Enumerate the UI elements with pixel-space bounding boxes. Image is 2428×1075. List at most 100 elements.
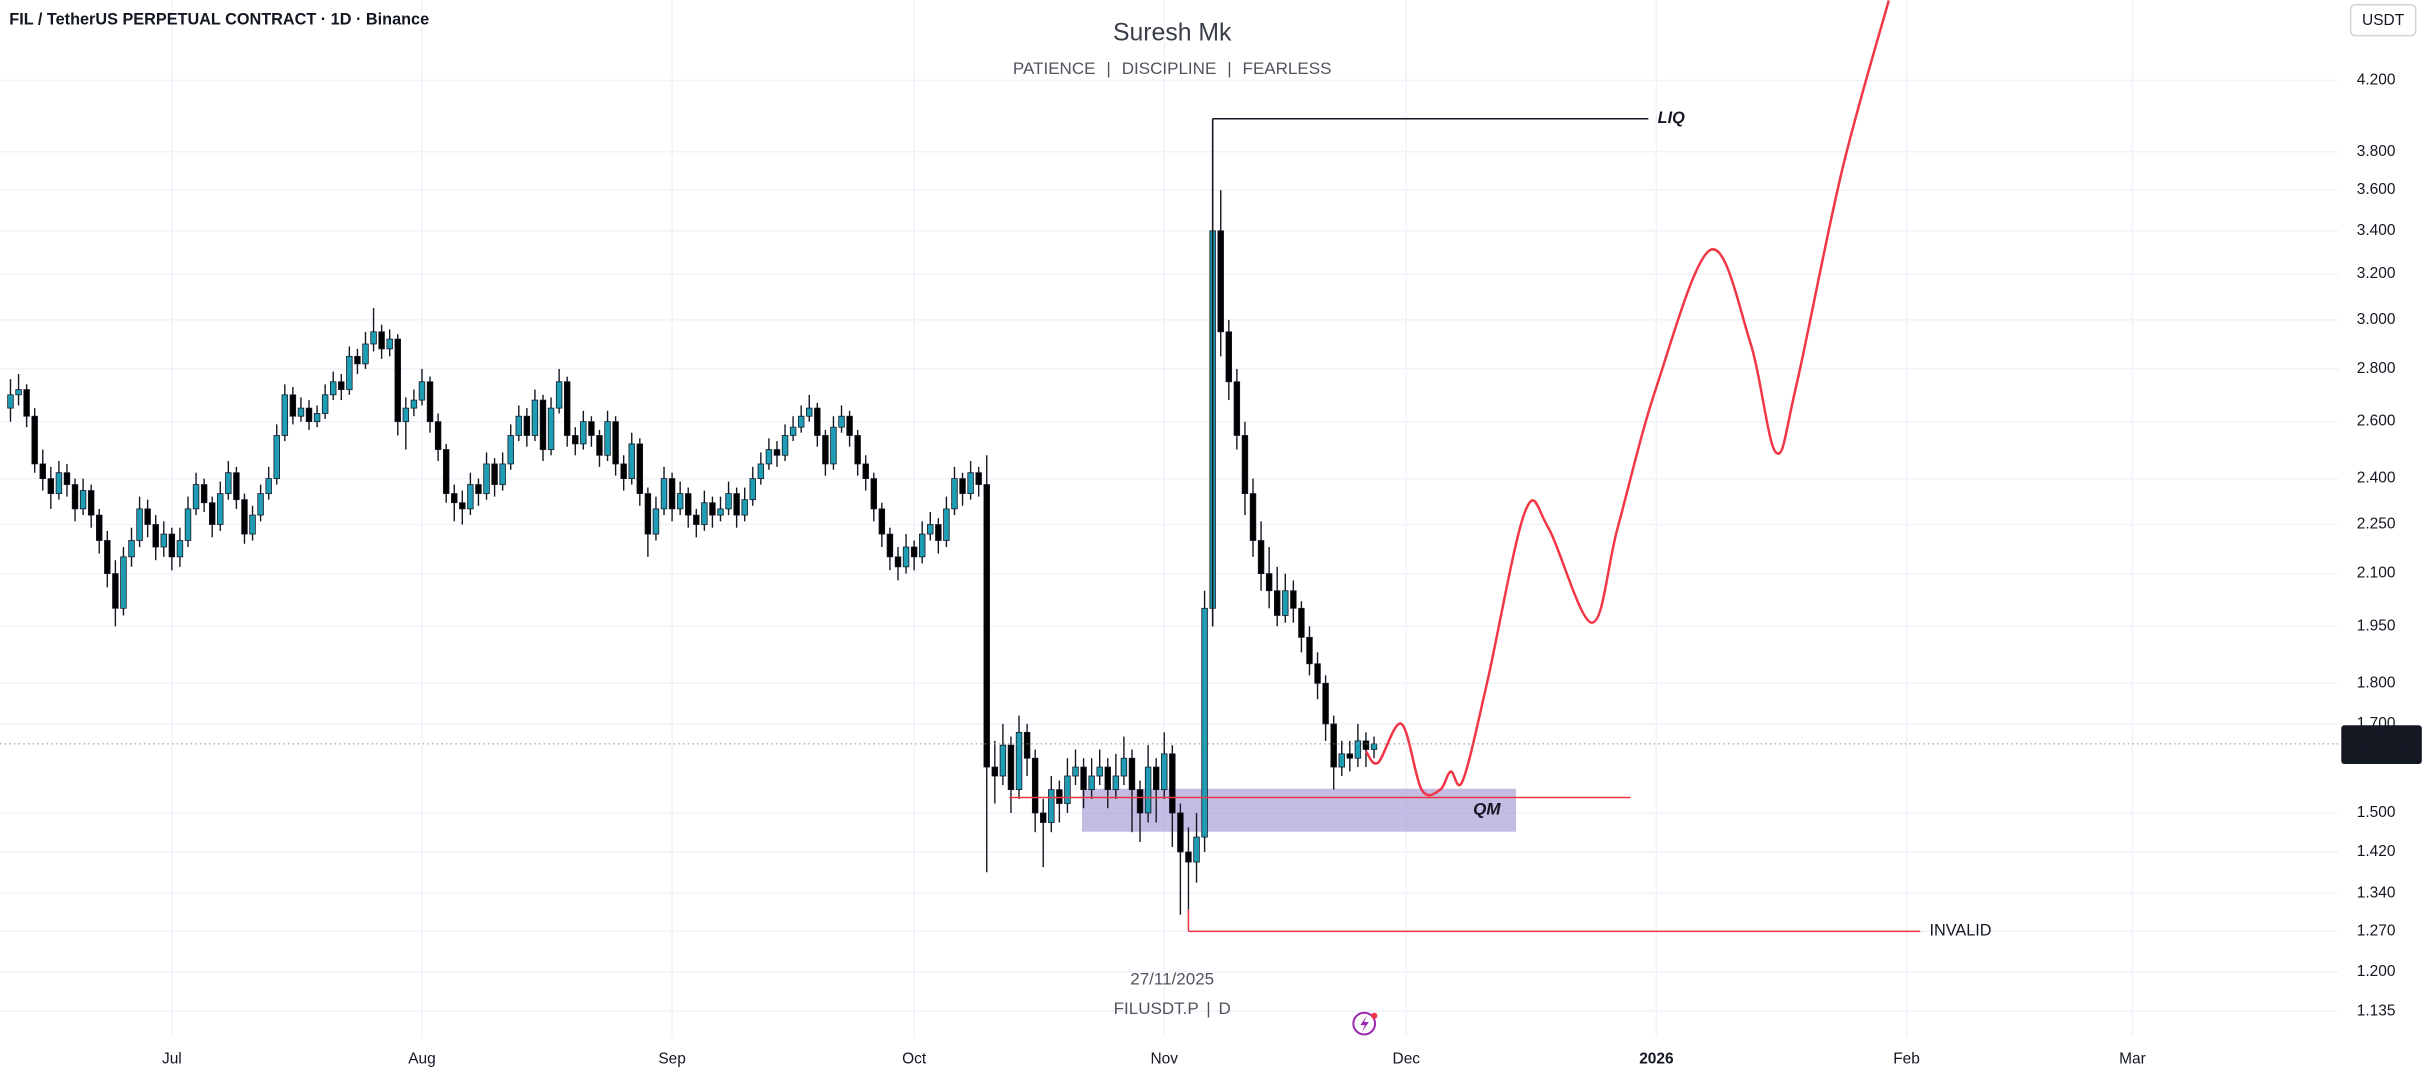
candle-body	[1072, 766, 1079, 777]
candle-body	[418, 381, 426, 401]
candle-body	[1233, 381, 1241, 436]
candle-body	[1217, 230, 1224, 333]
alert-icon-ring[interactable]	[1352, 1011, 1377, 1036]
candle-body	[539, 399, 547, 450]
y-tick-label: 1.135	[2357, 1002, 2396, 1019]
candle-body	[305, 407, 313, 423]
candle-body	[281, 394, 289, 436]
candle-body	[1185, 851, 1192, 863]
candle-body	[1136, 789, 1144, 814]
candle-body	[426, 381, 434, 423]
candle-body	[1048, 789, 1055, 823]
candle-body	[1290, 590, 1297, 609]
candle-body	[741, 499, 748, 516]
candle-body	[749, 478, 756, 501]
currency-button[interactable]: USDT	[2349, 3, 2417, 37]
candle-body	[1257, 540, 1265, 574]
candle-body	[999, 744, 1007, 777]
candle-body	[1144, 766, 1152, 814]
candle-body	[87, 490, 95, 516]
candle-body	[136, 508, 143, 541]
candle-body	[200, 484, 208, 504]
y-tick-label: 2.400	[2357, 470, 2396, 487]
candle-body	[192, 484, 200, 510]
candle-body	[676, 493, 684, 510]
candle-body	[620, 463, 627, 479]
candle-body	[854, 435, 861, 465]
candle-body	[63, 472, 71, 485]
candle-body	[378, 331, 385, 350]
x-tick-label: Sep	[658, 1050, 686, 1067]
y-tick-label: 1.340	[2357, 884, 2396, 901]
candle-body	[1096, 766, 1103, 777]
candle-body	[330, 381, 337, 396]
alert-icon[interactable]	[1352, 1011, 1378, 1036]
candle-body	[1370, 743, 1378, 750]
candle-body	[1161, 753, 1168, 791]
candle-body	[951, 478, 958, 510]
candle-body	[297, 407, 305, 417]
countdown-label: 07:27:01	[2357, 744, 2417, 761]
y-tick-label: 1.420	[2357, 843, 2396, 860]
alert-icon-bolt[interactable]	[1360, 1015, 1369, 1033]
candle-body	[709, 502, 716, 516]
candle-body	[7, 394, 14, 409]
candle-body	[862, 463, 869, 479]
candle-body	[467, 484, 474, 510]
x-tick-label: Mar	[2119, 1050, 2146, 1067]
candle-body	[1241, 435, 1249, 494]
y-tick-label: 3.800	[2357, 143, 2396, 160]
candle-body	[757, 463, 765, 479]
candle-body	[144, 508, 151, 525]
currency-button-label[interactable]: USDT	[2362, 12, 2405, 29]
candle-body	[572, 435, 579, 445]
candle-body	[1362, 740, 1370, 750]
candle-body	[789, 426, 797, 436]
candle-body	[249, 514, 256, 535]
candle-body	[693, 514, 700, 525]
x-tick-label: Aug	[408, 1050, 436, 1067]
candle-body	[523, 415, 531, 436]
candle-body	[773, 449, 781, 456]
candle-body	[55, 472, 63, 494]
candle-body	[23, 389, 30, 417]
x-tick-label: Oct	[902, 1050, 927, 1067]
watermark-name: Suresh Mk	[1113, 20, 1232, 47]
candle-body	[918, 533, 926, 558]
zone	[1081, 788, 1517, 832]
candle-body	[39, 463, 46, 479]
watermark-symbol: FILUSDT.P | D	[1114, 999, 1231, 1018]
candle-body	[394, 338, 401, 423]
candle-body	[15, 389, 22, 396]
y-tick-label: 1.500	[2357, 804, 2396, 821]
candle-body	[1120, 757, 1128, 777]
candle-body	[943, 508, 950, 541]
last-price-box	[2341, 725, 2422, 765]
candle-body	[184, 508, 192, 541]
candle-body	[1080, 766, 1087, 791]
alert-icon-dot[interactable]	[1371, 1012, 1378, 1019]
candle-body	[1023, 731, 1031, 759]
y-tick-label: 3.600	[2357, 181, 2396, 198]
candle-body	[1322, 682, 1329, 725]
candle-body	[1112, 775, 1120, 791]
candle-body	[733, 493, 740, 516]
candle-body	[717, 508, 724, 516]
candle-body	[370, 331, 377, 345]
candle-body	[208, 502, 216, 525]
candle-body	[959, 478, 966, 494]
y-tick-label: 2.250	[2357, 516, 2396, 533]
currency-button-box[interactable]	[2349, 3, 2417, 37]
y-tick-label: 2.100	[2357, 565, 2396, 582]
candle-body	[1031, 757, 1039, 814]
candle-body	[628, 443, 635, 479]
candle-body	[660, 478, 668, 510]
level-label: INVALID	[1930, 922, 1992, 940]
candle-body	[652, 508, 660, 535]
candle-body	[1282, 590, 1289, 616]
candle-body	[588, 421, 595, 436]
candle-body	[1064, 775, 1071, 804]
candle-body	[668, 478, 676, 510]
candle-body	[797, 415, 805, 428]
